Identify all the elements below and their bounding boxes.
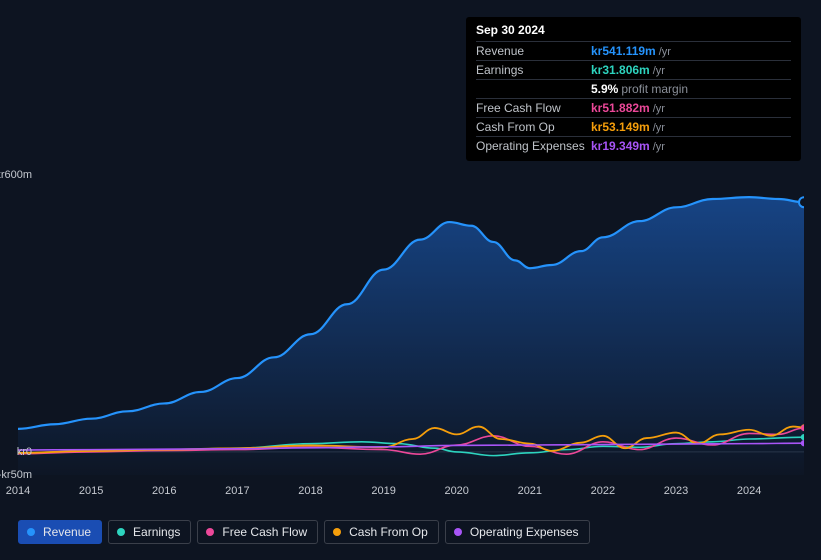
x-axis-label: 2023: [664, 485, 688, 497]
tooltip-row: Earningskr31.806m/yr: [476, 60, 791, 79]
tooltip-value: kr19.349m: [591, 139, 650, 153]
y-axis-label: kr0: [0, 446, 32, 458]
legend-dot-icon: [333, 528, 341, 536]
profit-margin-pct: 5.9%: [591, 82, 618, 96]
x-axis-label: 2016: [152, 485, 176, 497]
end-marker: [799, 197, 804, 207]
x-axis-label: 2020: [444, 485, 468, 497]
tooltip-value: kr31.806m: [591, 63, 650, 77]
revenue-area: [18, 197, 804, 475]
tooltip-row: Cash From Opkr53.149m/yr: [476, 117, 791, 136]
tooltip-suffix: /yr: [653, 65, 665, 77]
x-axis-label: 2017: [225, 485, 249, 497]
legend-item-earnings[interactable]: Earnings: [108, 520, 191, 544]
legend-dot-icon: [206, 528, 214, 536]
y-axis-label: kr600m: [0, 169, 32, 181]
tooltip-suffix: /yr: [653, 141, 665, 153]
legend-label: Free Cash Flow: [222, 525, 307, 539]
tooltip-row: Free Cash Flowkr51.882m/yr: [476, 98, 791, 117]
legend-dot-icon: [27, 528, 35, 536]
tooltip-label: Operating Expenses: [476, 139, 591, 153]
x-axis-label: 2024: [737, 485, 761, 497]
legend-item-cash-from-op[interactable]: Cash From Op: [324, 520, 439, 544]
legend-label: Cash From Op: [349, 525, 428, 539]
legend-label: Revenue: [43, 525, 91, 539]
x-axis-label: 2022: [591, 485, 615, 497]
tooltip-suffix: /yr: [653, 122, 665, 134]
tooltip-row: Revenuekr541.119m/yr: [476, 41, 791, 60]
tooltip-value: kr541.119m: [591, 44, 656, 58]
financials-chart[interactable]: kr600mkr0-kr50m: [18, 175, 804, 475]
profit-margin-text: profit margin: [621, 82, 688, 96]
tooltip-suffix: /yr: [659, 46, 671, 58]
tooltip-date: Sep 30 2024: [476, 23, 791, 41]
x-axis-label: 2014: [6, 485, 30, 497]
legend-label: Operating Expenses: [470, 525, 579, 539]
tooltip-label: Revenue: [476, 44, 591, 58]
legend-item-revenue[interactable]: Revenue: [18, 520, 102, 544]
tooltip-row: 5.9%profit margin: [476, 79, 791, 98]
tooltip-value: kr51.882m: [591, 101, 650, 115]
chart-tooltip: Sep 30 2024 Revenuekr541.119m/yrEarnings…: [466, 17, 801, 161]
tooltip-row: Operating Expenseskr19.349m/yr: [476, 136, 791, 155]
legend-dot-icon: [117, 528, 125, 536]
tooltip-label: Earnings: [476, 63, 591, 77]
legend-item-operating-expenses[interactable]: Operating Expenses: [445, 520, 590, 544]
x-axis-label: 2019: [371, 485, 395, 497]
legend-dot-icon: [454, 528, 462, 536]
legend-label: Earnings: [133, 525, 180, 539]
tooltip-label: Cash From Op: [476, 120, 591, 134]
chart-legend: Revenue Earnings Free Cash Flow Cash From O…: [18, 520, 590, 544]
y-axis-label: -kr50m: [0, 469, 32, 481]
tooltip-value: kr53.149m: [591, 120, 650, 134]
legend-item-free-cash-flow[interactable]: Free Cash Flow: [197, 520, 318, 544]
tooltip-suffix: /yr: [653, 103, 665, 115]
tooltip-label: Free Cash Flow: [476, 101, 591, 115]
x-axis-label: 2021: [518, 485, 542, 497]
x-axis-label: 2015: [79, 485, 103, 497]
x-axis-label: 2018: [298, 485, 322, 497]
x-axis: 2014201520162017201820192020202120222023…: [18, 485, 804, 501]
